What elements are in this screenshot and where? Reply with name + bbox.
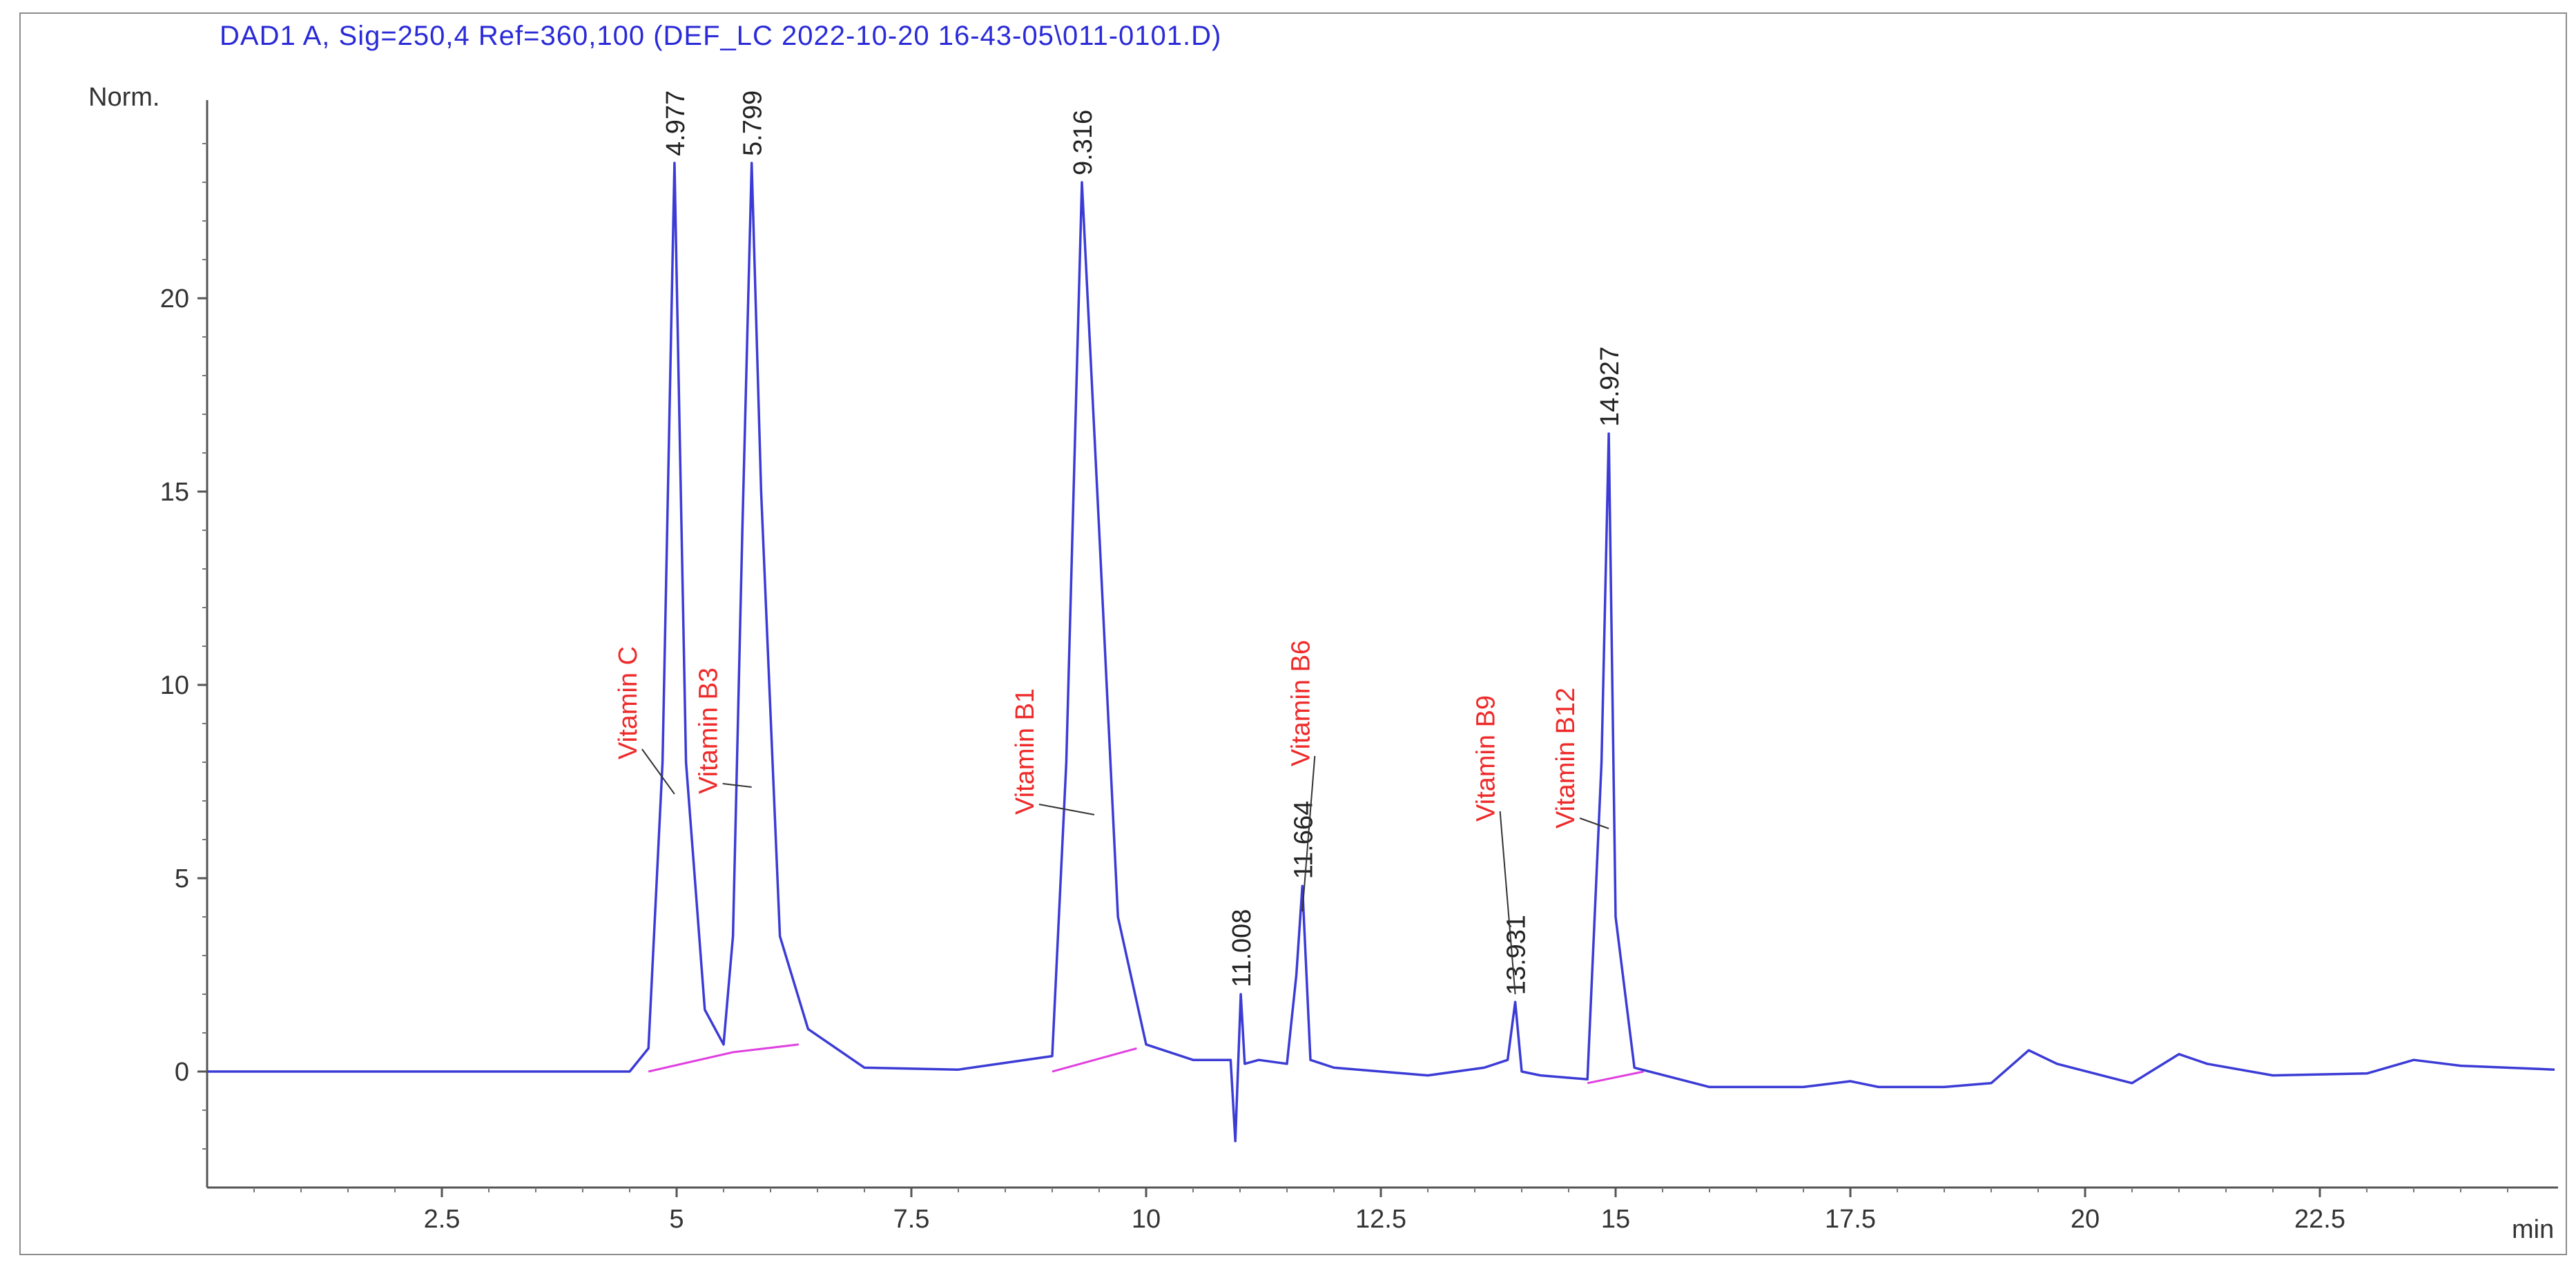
peak-rt-label: 13.931 [1502, 915, 1531, 995]
peak-rt-label: 11.008 [1228, 909, 1257, 987]
compound-leader-line [1301, 755, 1316, 912]
compound-label: Vitamin B1 [1011, 688, 1040, 815]
x-tick-label: 12.5 [1355, 1205, 1406, 1234]
compound-leader-line [1579, 817, 1609, 829]
x-tick-label: 20 [2071, 1205, 2100, 1234]
baseline-segment [648, 1043, 799, 1073]
compound-leader-line [641, 748, 675, 795]
chart-title: DAD1 A, Sig=250,4 Ref=360,100 (DEF_LC 20… [220, 21, 1222, 51]
signal-line [207, 162, 2555, 1143]
x-tick-label: 10 [1132, 1205, 1161, 1234]
compound-label: Vitamin B12 [1551, 688, 1580, 829]
x-tick-label: 15 [1601, 1205, 1630, 1234]
y-tick-label: 5 [175, 864, 189, 893]
axes: 0 5 10 15 20 2.5 5 7.5 10 12.5 15 17.5 20 22.5 [160, 100, 2558, 1234]
signal-trace [207, 162, 2555, 1143]
baseline-segment [1052, 1047, 1137, 1073]
y-tick-label: 10 [160, 671, 189, 700]
compound-label: Vitamin B9 [1472, 695, 1501, 822]
y-axis-label: Norm. [88, 83, 160, 112]
compound-label: Vitamin B6 [1286, 640, 1315, 766]
compound-leader-line [1038, 804, 1095, 815]
x-tick-label: 5 [669, 1205, 684, 1234]
peak-labels: 4.977 5.799 9.316 11.008 11.664 13.931 14.927 [661, 90, 1625, 995]
integration-baselines [648, 1043, 1645, 1085]
baseline-segment [1587, 1070, 1645, 1085]
x-axis-unit-label: min [2512, 1215, 2555, 1244]
peak-rt-label: 14.927 [1596, 347, 1625, 427]
x-tick-label: 7.5 [893, 1205, 930, 1234]
x-tick-label: 2.5 [424, 1205, 461, 1234]
chart-frame [19, 12, 2567, 1255]
peak-rt-label: 9.316 [1069, 110, 1098, 175]
peak-rt-label: 5.799 [739, 90, 768, 156]
compound-labels: Vitamin C Vitamin B3 Vitamin B1 Vitamin B6 V… [614, 640, 1609, 995]
compound-leader-line [722, 783, 752, 788]
compound-label: Vitamin B3 [695, 668, 724, 794]
y-tick-label: 20 [160, 284, 189, 313]
x-tick-label: 22.5 [2294, 1205, 2345, 1234]
y-tick-label: 0 [175, 1058, 189, 1087]
compound-leader-line [1499, 811, 1516, 995]
compound-label: Vitamin C [614, 646, 643, 759]
peak-rt-label: 11.664 [1289, 801, 1318, 879]
y-tick-label: 15 [160, 478, 189, 507]
peak-rt-label: 4.977 [661, 90, 690, 156]
x-tick-label: 17.5 [1825, 1205, 1876, 1234]
